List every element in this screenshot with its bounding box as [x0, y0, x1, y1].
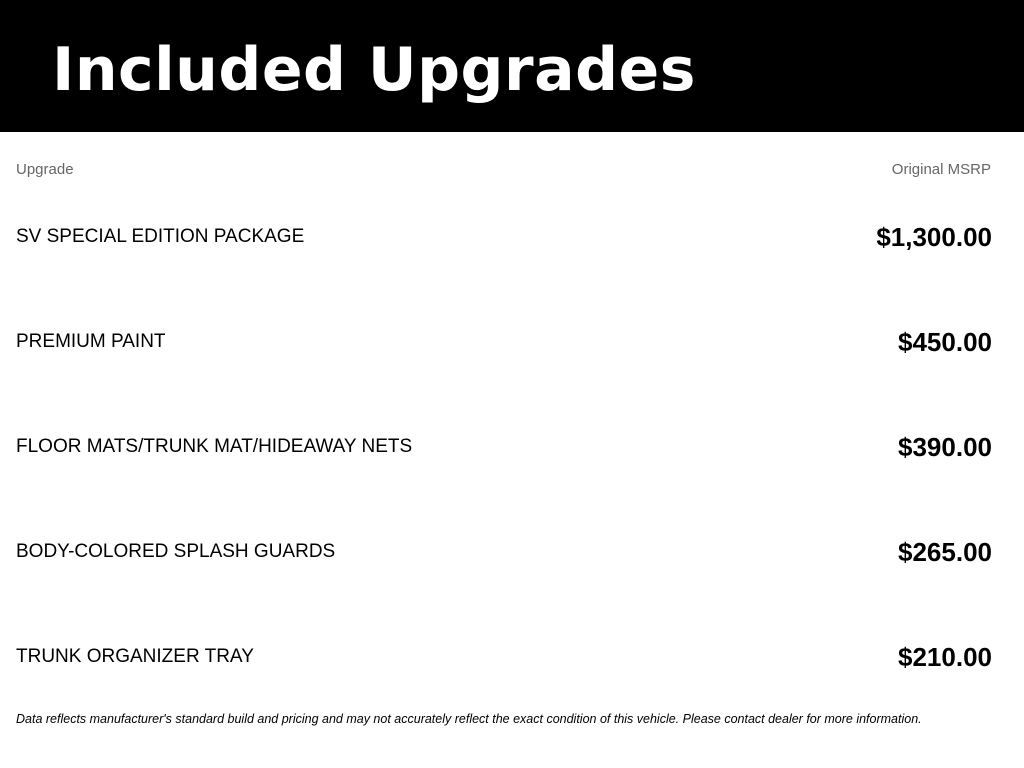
table-row: TRUNK ORGANIZER TRAY $210.00	[16, 637, 992, 677]
table-row: SV SPECIAL EDITION PACKAGE $1,300.00	[16, 217, 992, 257]
table-row: PREMIUM PAINT $450.00	[16, 322, 992, 362]
upgrade-name: BODY-COLORED SPLASH GUARDS	[16, 541, 336, 562]
column-header-upgrade: Upgrade	[16, 161, 74, 178]
page-title: Included Upgrades	[52, 35, 696, 105]
upgrade-name: PREMIUM PAINT	[16, 331, 166, 352]
upgrade-price: $1,300.00	[876, 221, 992, 252]
upgrade-price: $450.00	[898, 326, 992, 357]
upgrade-price: $390.00	[898, 431, 992, 462]
column-header-msrp: Original MSRP	[891, 161, 991, 178]
table-row: FLOOR MATS/TRUNK MAT/HIDEAWAY NETS $390.…	[16, 427, 992, 467]
upgrade-name: TRUNK ORGANIZER TRAY	[16, 646, 254, 667]
table-row: BODY-COLORED SPLASH GUARDS $265.00	[16, 532, 992, 572]
upgrade-price: $210.00	[898, 641, 992, 672]
upgrade-name: SV SPECIAL EDITION PACKAGE	[16, 226, 305, 247]
title-banner: Included Upgrades	[0, 0, 1024, 132]
disclaimer: Data reflects manufacturer's standard bu…	[16, 712, 922, 726]
upgrade-price: $265.00	[898, 536, 992, 567]
upgrade-name: FLOOR MATS/TRUNK MAT/HIDEAWAY NETS	[16, 436, 413, 457]
